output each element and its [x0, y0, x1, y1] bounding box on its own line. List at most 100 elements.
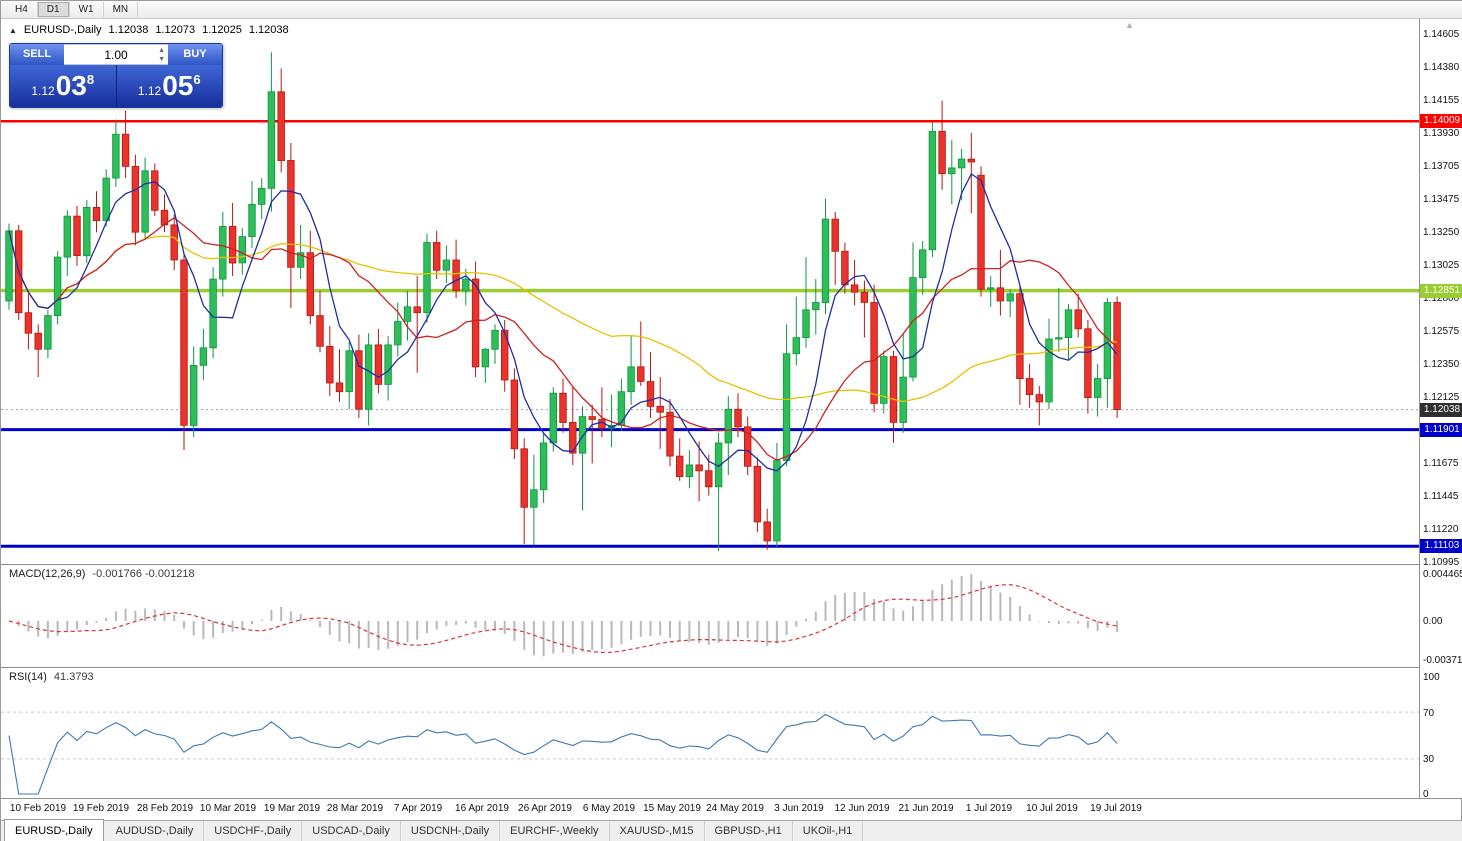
sell-price-pip: 8: [86, 71, 95, 87]
candle-body: [588, 416, 596, 420]
candle-body: [812, 302, 820, 311]
collapse-trade-panel-icon[interactable]: ▲: [9, 25, 17, 35]
candle-body: [364, 344, 373, 410]
macd-canvas[interactable]: [1, 565, 1419, 667]
macd-signal-line: [8, 583, 1118, 654]
price-scale-label: 1.10995: [1423, 557, 1460, 568]
macd-scale-label: -0.003715: [1423, 655, 1462, 666]
price-badge-resistance: 1.14009: [1420, 114, 1462, 128]
rsi-label-name: RSI(14): [9, 671, 47, 683]
candle-body: [1016, 293, 1024, 380]
rsi-scale-label: 0: [1423, 789, 1429, 800]
candle-body: [841, 250, 849, 286]
candle-body: [734, 408, 742, 428]
candle-body: [578, 416, 587, 454]
chart-tab-ukoil-h1[interactable]: UKOil-,H1: [793, 821, 864, 841]
macd-pane-separator[interactable]: [1, 564, 1462, 565]
time-axis-label: 12 Jun 2019: [834, 803, 890, 814]
time-axis-label: 6 May 2019: [582, 803, 636, 814]
time-axis-label: 15 May 2019: [643, 803, 701, 814]
candle-body: [899, 376, 907, 423]
candle-body: [880, 356, 888, 404]
candle-body: [189, 364, 198, 426]
candle-body: [860, 291, 869, 303]
sell-price-big: 03: [55, 70, 87, 101]
rsi-scale-label: 70: [1423, 708, 1435, 719]
close-value: 1.12038: [248, 24, 289, 36]
chart-tab-usdcad-daily[interactable]: USDCAD-,Daily: [302, 821, 401, 841]
sell-price-button[interactable]: 1.12 03 8: [10, 65, 117, 107]
chart-tabs-bar: EURUSD-,Daily AUDUSD-,Daily USDCHF-,Daily U…: [1, 819, 1462, 841]
candle-body: [1025, 378, 1034, 396]
candle-body: [1093, 378, 1102, 398]
timeframe-button-w1[interactable]: W1: [70, 2, 104, 17]
buy-price-button[interactable]: 1.12 05 6: [117, 65, 223, 107]
rsi-line: [8, 713, 1118, 795]
timeframe-button-mn[interactable]: MN: [104, 2, 139, 17]
price-scale-label: 1.13930: [1423, 128, 1460, 139]
timeframe-button-h4[interactable]: H4: [6, 2, 38, 17]
candle-body: [131, 165, 140, 233]
candle-body: [413, 306, 421, 314]
time-axis-label: 19 Feb 2019: [72, 803, 130, 814]
time-axis-label: 10 Jul 2019: [1026, 803, 1078, 814]
price-scale-label: 1.13025: [1423, 260, 1460, 271]
time-axis-label: 7 Apr 2019: [393, 803, 443, 814]
candle-body: [569, 421, 577, 454]
rsi-pane-separator[interactable]: [1, 667, 1462, 668]
time-axis-label: 26 Apr 2019: [518, 803, 572, 814]
candle-body: [782, 353, 791, 461]
candle-body: [24, 312, 33, 334]
volume-increase-icon[interactable]: ▲: [158, 47, 165, 54]
sell-button[interactable]: SELL: [10, 44, 64, 65]
candle-body: [355, 350, 363, 410]
candle-body: [403, 306, 412, 322]
macd-label-values: -0.001766 -0.001218: [92, 568, 195, 580]
price-chart-canvas[interactable]: [1, 19, 1419, 564]
candle-body: [180, 259, 188, 426]
candle-body: [442, 259, 451, 271]
rsi-canvas[interactable]: [1, 668, 1419, 798]
candle-body: [967, 158, 975, 163]
chart-tab-audusd-daily[interactable]: AUDUSD-,Daily: [106, 821, 205, 841]
chart-tab-gbpusd-h1[interactable]: GBPUSD-,H1: [705, 821, 793, 841]
candle-body: [821, 218, 830, 303]
candle-body: [73, 215, 81, 257]
candle-body: [928, 130, 937, 251]
rsi-label-value: 41.3793: [53, 671, 94, 683]
volume-field[interactable]: 1.00 ▲ ▼: [64, 44, 168, 65]
price-scale-label: 1.14380: [1423, 62, 1460, 73]
candle-body: [432, 242, 441, 271]
candle-body: [1045, 338, 1053, 403]
rsi-scale-label: 100: [1423, 672, 1440, 683]
buy-button[interactable]: BUY: [168, 44, 222, 65]
timeframe-button-d1[interactable]: D1: [37, 2, 70, 17]
candle-body: [199, 347, 208, 366]
volume-decrease-icon[interactable]: ▼: [158, 56, 165, 63]
candle-body: [792, 337, 800, 355]
macd-label: MACD(12,26,9) -0.001766 -0.001218: [9, 568, 195, 580]
candle-body: [170, 224, 178, 261]
time-axis[interactable]: 10 Feb 2019 19 Feb 2019 28 Feb 2019 10 Mar …: [1, 799, 1419, 819]
candle-body: [773, 460, 781, 542]
symbol-label: EURUSD-,Daily: [23, 24, 102, 36]
chart-tab-xauusd-m15[interactable]: XAUUSD-,M15: [610, 821, 705, 841]
price-scale-label: 1.12575: [1423, 326, 1460, 337]
candle-body: [452, 259, 460, 292]
candle-body: [306, 252, 314, 316]
candle-body: [112, 133, 120, 179]
candle-body: [763, 521, 771, 542]
candle-body: [219, 225, 227, 280]
chart-tab-usdcnh-daily[interactable]: USDCNH-,Daily: [401, 821, 501, 841]
chart-tab-usdchf-daily[interactable]: USDCHF-,Daily: [204, 821, 303, 841]
chart-tab-eurusd-daily[interactable]: EURUSD-,Daily: [4, 819, 104, 841]
candle-body: [228, 225, 237, 264]
price-scale[interactable]: 1.14605 1.14380 1.14155 1.13930 1.13705 1.134…: [1419, 19, 1462, 800]
chart-tab-eurchf-weekly[interactable]: EURCHF-,Weekly: [500, 821, 610, 841]
candle-body: [802, 309, 810, 338]
candle-body: [549, 392, 557, 444]
candle-body: [938, 130, 946, 175]
sell-price-prefix: 1.12: [31, 84, 55, 98]
time-axis-label: 28 Feb 2019: [136, 803, 194, 814]
candle-body: [326, 345, 334, 384]
